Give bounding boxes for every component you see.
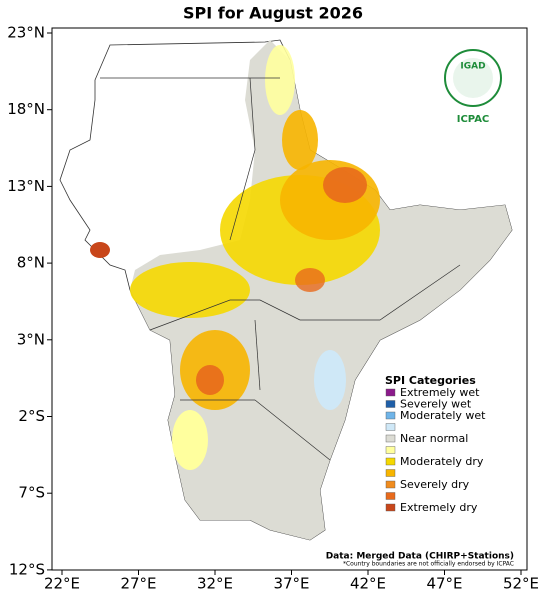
- legend-label: Near normal: [400, 432, 468, 445]
- legend-label: Severely wet: [400, 398, 472, 411]
- legend-label: Extremely wet: [400, 386, 480, 399]
- logo-name: IGAD: [460, 62, 485, 72]
- y-tick-label: 13°N: [7, 177, 45, 195]
- y-tick-label: 18°N: [7, 100, 45, 118]
- legend-label: Moderately dry: [400, 455, 484, 468]
- legend-swatch: [385, 423, 396, 431]
- legend-swatch: [385, 388, 396, 397]
- legend-swatch: [385, 503, 396, 512]
- x-tick-label: 22°E: [44, 575, 80, 593]
- legend-swatch: [385, 469, 396, 477]
- legend-swatch: [385, 400, 396, 408]
- legend-swatch: [385, 434, 396, 443]
- x-tick-label: 37°E: [273, 575, 309, 593]
- logo-org: ICPAC: [457, 114, 490, 125]
- legend-swatch: [385, 457, 396, 466]
- y-tick-label: 3°N: [17, 330, 45, 348]
- landmass: [59, 39, 513, 541]
- legend-swatch: [385, 480, 396, 489]
- legend-title: SPI Categories: [385, 374, 476, 387]
- legend-swatch: [385, 492, 396, 500]
- legend-swatch: [385, 446, 396, 454]
- legend-label: Moderately wet: [400, 409, 486, 422]
- x-tick-label: 42°E: [350, 575, 386, 593]
- boundary-note: *Country boundaries are not officially e…: [343, 561, 514, 568]
- y-tick-label: 7°S: [18, 484, 45, 502]
- y-tick-label: 2°S: [18, 407, 45, 425]
- x-tick-label: 32°E: [197, 575, 233, 593]
- legend-label: Extremely dry: [400, 501, 478, 514]
- data-source: Data: Merged Data (CHIRP+Stations): [326, 552, 514, 562]
- y-tick-label: 12°S: [9, 560, 45, 578]
- x-tick-label: 27°E: [120, 575, 156, 593]
- y-tick-label: 23°N: [7, 24, 45, 42]
- x-tick-label: 52°E: [503, 575, 539, 593]
- legend-label: Severely dry: [400, 478, 470, 491]
- y-tick-label: 8°N: [17, 254, 45, 272]
- x-tick-label: 47°E: [426, 575, 462, 593]
- map-title: SPI for August 2026: [183, 4, 363, 23]
- country-borders: [100, 77, 461, 461]
- legend-swatch: [385, 411, 396, 420]
- logo: IGAD ICPAC: [444, 49, 502, 125]
